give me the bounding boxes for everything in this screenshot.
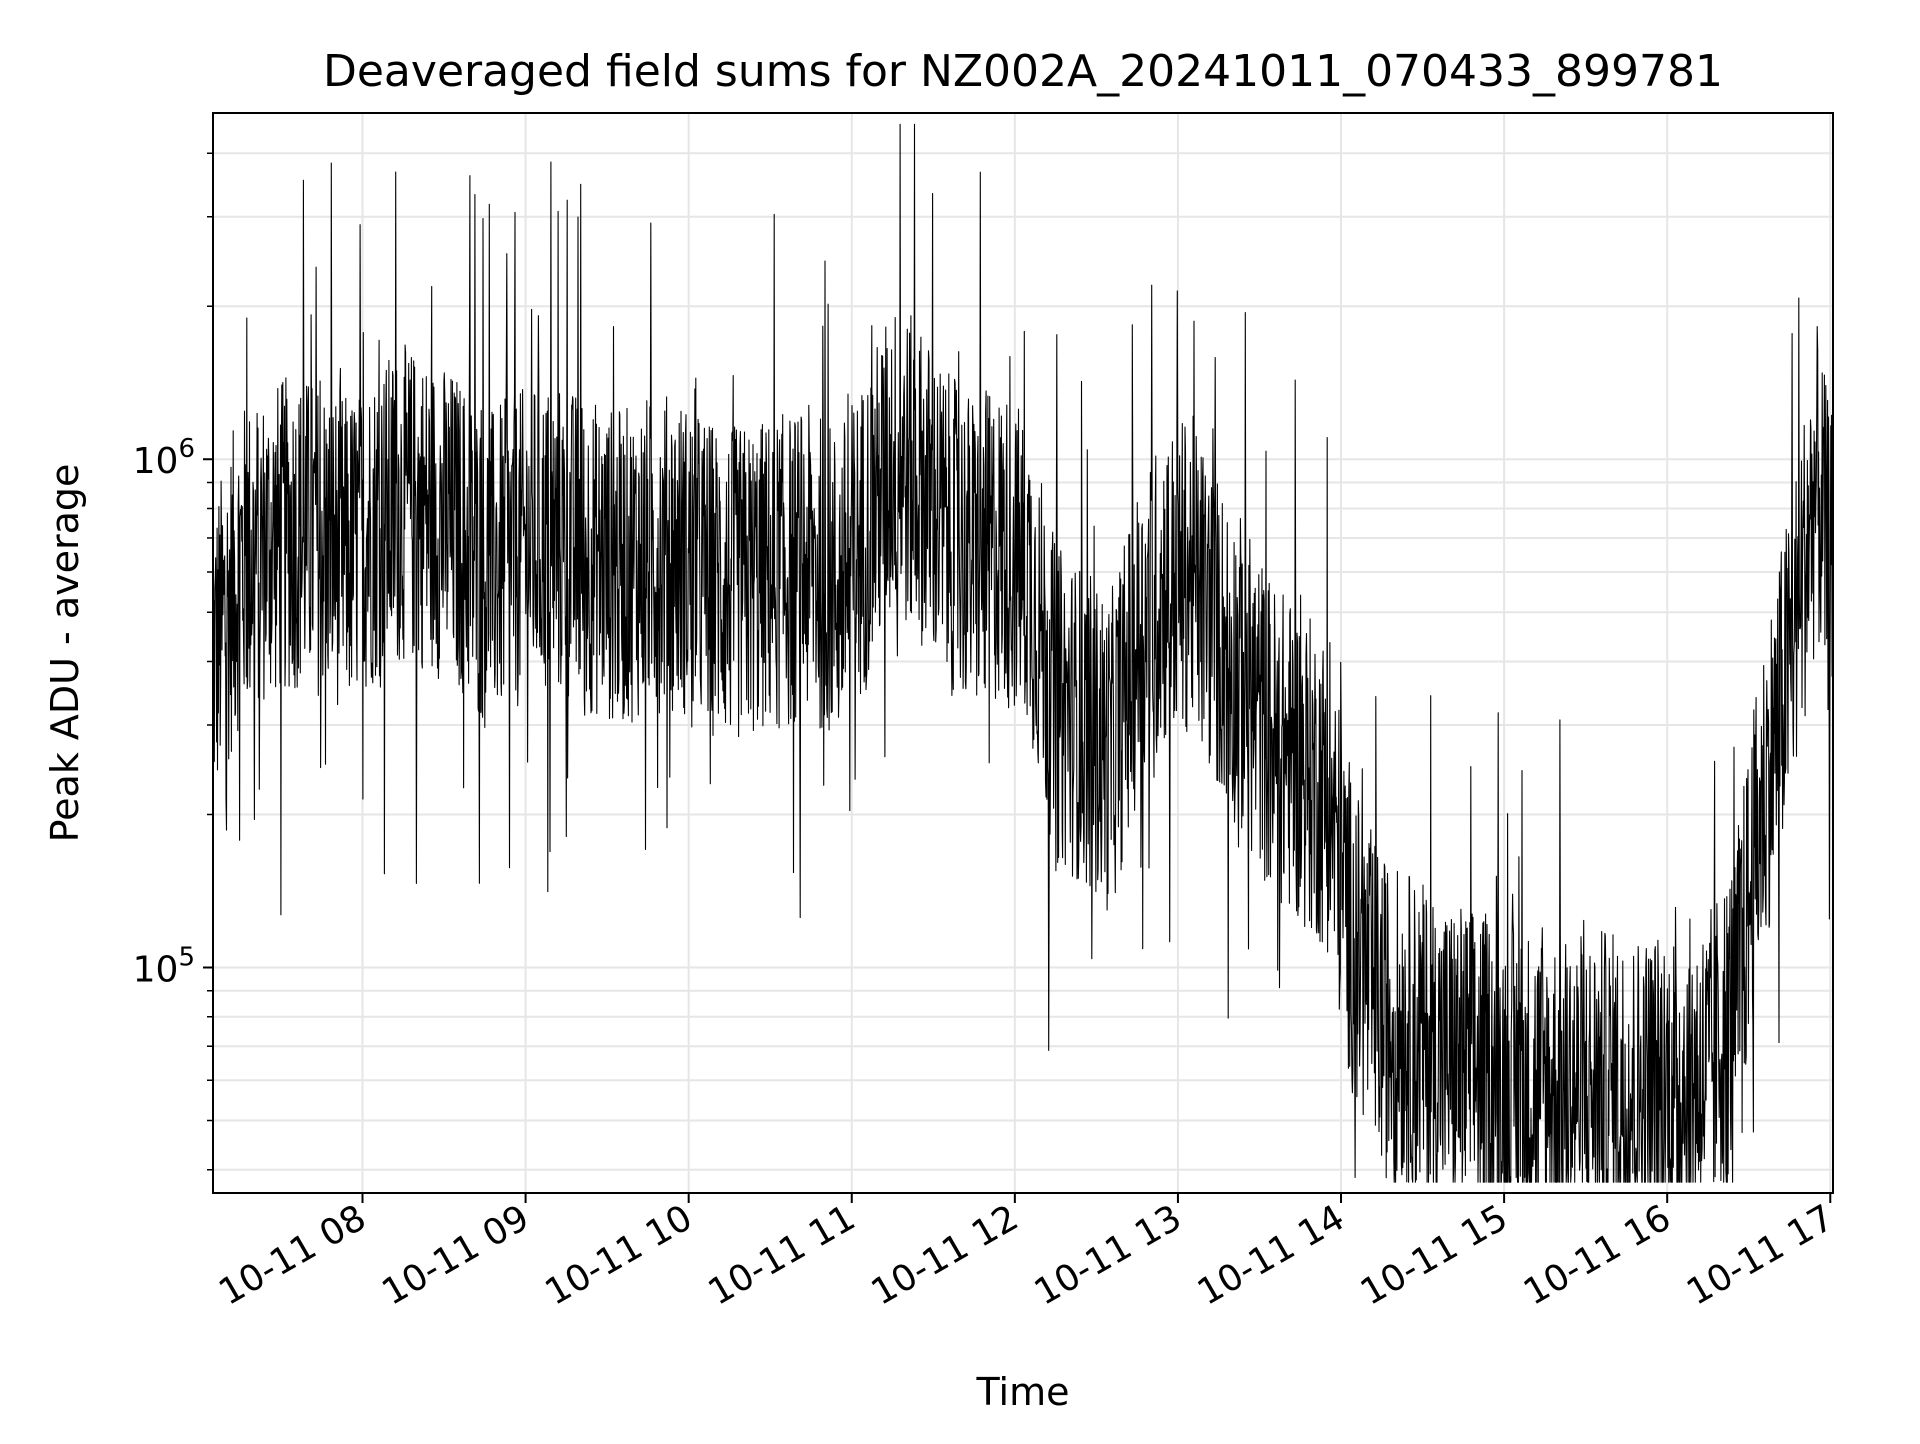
x-tick-label: 10-11 10 [538, 1197, 699, 1313]
x-tick-label: 10-11 17 [1680, 1197, 1841, 1313]
series-layer [212, 123, 1834, 1183]
y-tick-label-exponent: 6 [178, 434, 195, 464]
x-tick-label: 10-11 12 [865, 1197, 1026, 1313]
y-tick-label-base: 10 [133, 441, 179, 482]
y-axis-label: Peak ADU - average [43, 464, 87, 843]
x-tick-label: 10-11 15 [1354, 1197, 1515, 1313]
plot-frame [212, 112, 1834, 1194]
x-tick-label: 10-11 13 [1028, 1197, 1189, 1313]
y-tick-label: 106 [133, 434, 195, 482]
x-tick-label: 10-11 09 [375, 1197, 536, 1313]
x-axis-label: Time [976, 1370, 1070, 1414]
y-tick-label-exponent: 5 [178, 942, 195, 972]
x-axis-ticks: 10-11 08 10-11 09 10-11 10 10-11 11 10-11 12… [212, 1193, 1841, 1314]
series-line [212, 123, 1834, 1183]
x-tick-label: 10-11 08 [212, 1197, 373, 1313]
y-tick-label: 105 [133, 942, 195, 990]
y-tick-label-base: 10 [133, 949, 179, 990]
x-tick-label: 10-11 11 [702, 1197, 863, 1313]
x-tick-label: 10-11 16 [1517, 1197, 1678, 1313]
chart-title: Deaveraged field sums for NZ002A_2024101… [323, 46, 1723, 97]
x-tick-label: 10-11 14 [1191, 1197, 1352, 1313]
